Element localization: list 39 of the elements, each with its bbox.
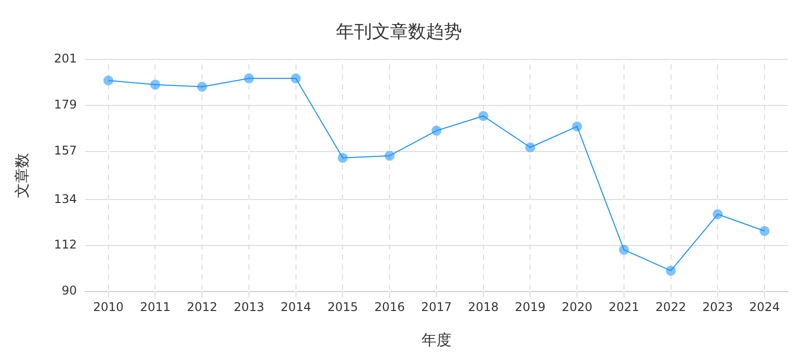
point — [290, 73, 301, 84]
y-tick-label: 201 — [54, 52, 77, 66]
y-axis-title: 文章数 — [12, 153, 31, 198]
x-tick-label: 2024 — [749, 300, 780, 314]
point — [197, 82, 208, 92]
x-tick-label: 2010 — [93, 300, 124, 314]
x-tick-label: 2012 — [186, 300, 218, 314]
point — [572, 121, 582, 132]
point — [103, 76, 114, 86]
point — [712, 209, 723, 220]
y-tick-label: 90 — [62, 284, 77, 298]
point — [666, 266, 676, 276]
x-tick-label: 2020 — [562, 300, 592, 314]
point — [338, 152, 348, 163]
point — [244, 73, 254, 84]
x-tick-label: 2018 — [468, 300, 499, 314]
y-tick-label: 134 — [54, 192, 77, 206]
chart-title: 年刊文章数趋势 — [336, 21, 462, 42]
y-tick-label: 179 — [54, 98, 77, 112]
x-tick-label: 2017 — [421, 300, 452, 314]
x-axis-title: 年度 — [421, 330, 452, 349]
y-tick-label: 112 — [54, 238, 77, 252]
point — [150, 80, 160, 90]
x-tick-label: 2015 — [327, 300, 358, 314]
point — [525, 142, 536, 152]
x-tick-label: 2013 — [234, 300, 264, 314]
y-tick-label: 157 — [54, 144, 77, 158]
x-tick-label: 2016 — [374, 300, 405, 314]
x-tick-label: 2014 — [280, 300, 312, 314]
x-tick-label: 2023 — [702, 300, 733, 314]
point — [618, 244, 629, 255]
x-tick-label: 2022 — [656, 300, 686, 314]
x-tick-label: 2021 — [608, 300, 640, 314]
point — [478, 111, 488, 122]
x-tick-label: 2019 — [514, 300, 546, 314]
point — [384, 150, 395, 161]
point — [431, 126, 442, 136]
point — [760, 226, 770, 236]
x-tick-label: 2011 — [140, 300, 170, 314]
